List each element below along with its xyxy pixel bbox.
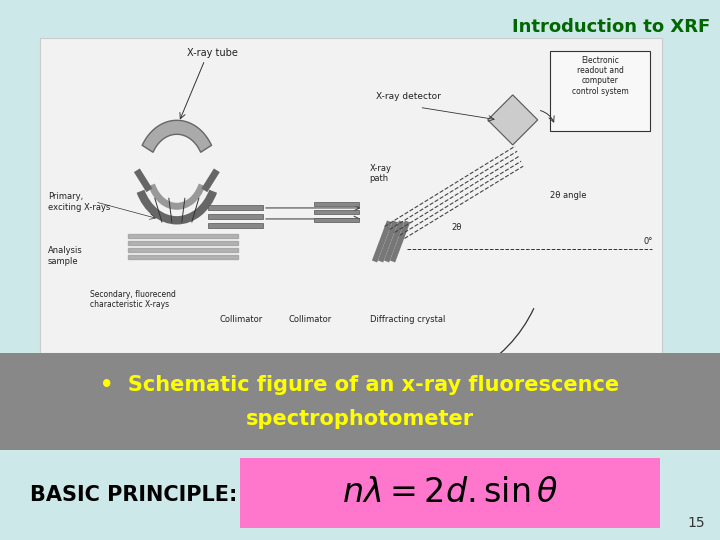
Text: Diffracting crystal: Diffracting crystal — [369, 315, 445, 324]
Text: Analysis
sample: Analysis sample — [48, 246, 83, 266]
Text: •  Schematic figure of an x-ray fluorescence: • Schematic figure of an x-ray fluoresce… — [100, 375, 620, 395]
Text: Collimator: Collimator — [289, 315, 332, 324]
FancyBboxPatch shape — [208, 205, 263, 210]
FancyBboxPatch shape — [0, 353, 720, 450]
FancyBboxPatch shape — [314, 218, 359, 222]
Text: $n\lambda = 2d{.}\sin\theta$: $n\lambda = 2d{.}\sin\theta$ — [342, 477, 558, 509]
Text: Introduction to XRF: Introduction to XRF — [512, 18, 710, 36]
Text: X-ray detector: X-ray detector — [376, 92, 441, 101]
FancyBboxPatch shape — [40, 38, 662, 353]
FancyBboxPatch shape — [208, 223, 263, 228]
Text: Primary,
exciting X-rays: Primary, exciting X-rays — [48, 192, 110, 212]
Polygon shape — [487, 95, 538, 145]
Text: 0°: 0° — [644, 237, 653, 246]
FancyBboxPatch shape — [240, 458, 660, 528]
FancyBboxPatch shape — [0, 450, 720, 540]
Text: 2θ: 2θ — [451, 222, 462, 232]
Text: spectrophotometer: spectrophotometer — [246, 409, 474, 429]
Polygon shape — [142, 120, 212, 152]
Text: X-ray
path: X-ray path — [369, 164, 392, 183]
Text: 15: 15 — [688, 516, 705, 530]
Text: BASIC PRINCIPLE:: BASIC PRINCIPLE: — [30, 485, 238, 505]
Text: Electronic
readout and
computer
control system: Electronic readout and computer control … — [572, 56, 629, 96]
Text: Collimator: Collimator — [219, 315, 262, 324]
FancyBboxPatch shape — [550, 51, 650, 131]
Text: 2θ angle: 2θ angle — [550, 191, 587, 200]
Text: X-ray tube: X-ray tube — [187, 48, 238, 58]
FancyBboxPatch shape — [314, 210, 359, 214]
FancyBboxPatch shape — [314, 202, 359, 206]
Text: Secondary, fluorecend
characteristic X-rays: Secondary, fluorecend characteristic X-r… — [90, 290, 176, 309]
FancyBboxPatch shape — [208, 214, 263, 219]
